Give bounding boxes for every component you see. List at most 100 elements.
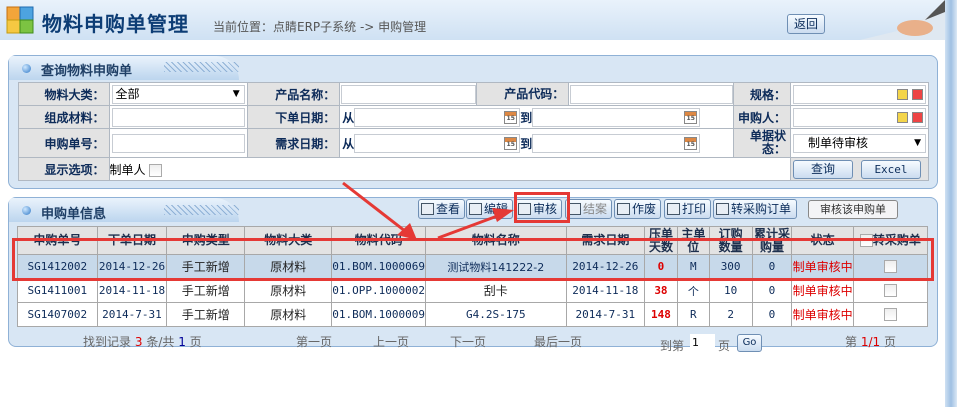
found-suffix: 页 [189, 335, 202, 349]
first-page-link[interactable]: 第一页 [296, 335, 333, 349]
prev-page-link[interactable]: 上一页 [373, 335, 410, 349]
product-code-input[interactable] [570, 84, 734, 104]
query-panel: 查询物料申购单 物料大类： 全部 ▼ 产品名称： 产品代码： 规格： 组成材料： … [8, 55, 938, 189]
requester-input[interactable] [793, 107, 926, 127]
page-title: 物料申购单管理 [42, 12, 189, 36]
print-icon [667, 203, 680, 215]
record-count: 找到记录 3 条/共 1 页 [83, 333, 202, 350]
toolbar-button-3[interactable]: 结案 [565, 199, 612, 219]
table-row[interactable]: SG1407002 2014-7-31 手工新增 原材料 01.BOM.1000009 G… [17, 302, 929, 327]
cell: 制单审核中 [791, 278, 854, 303]
goto-suffix: 页 [718, 339, 731, 353]
right-scroll-bar [945, 0, 957, 407]
record-count-value: 3 [134, 335, 143, 349]
cell: 0 [644, 254, 678, 279]
column-header-label: 累计采购量 [753, 226, 790, 254]
convert-cell [852, 302, 929, 327]
calendar-icon[interactable]: 15 [684, 110, 698, 124]
table-row[interactable]: SG1411001 2014-11-18 手工新增 原材料 01.OPP.1000002… [17, 278, 929, 303]
cell: 测试物料141222-2 [424, 254, 567, 279]
cell: 300 [708, 254, 753, 279]
row-checkbox[interactable] [883, 308, 897, 322]
convert-cell [852, 278, 929, 303]
cell: 2014-7-31 [96, 302, 168, 327]
toolbar-button-5[interactable]: 打印 [664, 199, 711, 219]
order-no-input[interactable] [111, 133, 245, 153]
cell: SG1407002 [17, 302, 98, 327]
page-header: 物料申购单管理 当前位置：点睛ERP子系统 -> 申购管理 返回 [0, 0, 945, 40]
row-checkbox[interactable] [883, 284, 897, 298]
page-current: 1/1 [860, 335, 881, 349]
creator-checkbox[interactable] [149, 163, 163, 177]
category-select[interactable]: 全部 ▼ [111, 84, 245, 104]
calendar-icon[interactable]: 15 [504, 110, 518, 124]
last-page-link[interactable]: 最后一页 [534, 335, 583, 349]
handshake-image [860, 0, 945, 40]
product-name-input[interactable] [341, 84, 477, 104]
cell: 制单审核中 [791, 302, 854, 327]
toolbar-button-4[interactable]: 作废 [614, 199, 661, 219]
go-button[interactable]: Go [737, 334, 762, 352]
select-icon[interactable] [897, 88, 908, 100]
excel-button[interactable]: Excel [861, 159, 921, 179]
cell: 手工新增 [166, 278, 246, 303]
toolbar-button-0[interactable]: 查看 [418, 199, 465, 219]
from-label: 从 [342, 110, 355, 125]
view-icon [421, 203, 434, 215]
query-form: 物料大类： 全部 ▼ 产品名称： 产品代码： 规格： 组成材料： 下单日期： 从 … [18, 82, 929, 181]
query-panel-title: 查询物料申购单 [41, 64, 133, 79]
decor-hatch [164, 62, 239, 72]
row-checkbox[interactable] [883, 260, 897, 274]
need-date-from-input[interactable]: 15 [354, 133, 521, 153]
to-label: 到 [520, 110, 533, 125]
product-name-label: 产品名称： [246, 82, 341, 106]
display-label: 显示选项： [18, 157, 110, 181]
decor-hatch [164, 205, 239, 215]
goto-prefix: 到第 [660, 339, 685, 353]
clear-icon[interactable] [912, 111, 923, 123]
toolbar-button-6[interactable]: 转采购订单 [713, 199, 797, 219]
need-date-to-input[interactable]: 15 [532, 133, 701, 153]
cell: 0 [751, 278, 793, 303]
cell: 2014-12-26 [565, 254, 646, 279]
approve-icon [518, 203, 531, 215]
cell: M [676, 254, 710, 279]
material-input[interactable] [111, 107, 245, 127]
cell: 01.BOM.1000069 [331, 254, 426, 279]
back-button[interactable]: 返回 [787, 14, 825, 34]
column-header-label: 主单位 [681, 226, 706, 254]
toolbar-button-2[interactable]: 审核 [515, 199, 562, 219]
calendar-icon[interactable]: 15 [504, 136, 518, 150]
select-icon[interactable] [897, 111, 908, 123]
product-code-label: 产品代码： [476, 83, 570, 105]
material-label: 组成材料： [18, 105, 110, 129]
breadcrumb: 当前位置：点睛ERP子系统 -> 申购管理 [213, 20, 427, 34]
found-prefix: 找到记录 [83, 335, 132, 349]
page-prefix: 第 [845, 335, 858, 349]
next-page-link[interactable]: 下一页 [450, 335, 487, 349]
search-button[interactable]: 查询 [793, 159, 853, 179]
cell: 148 [644, 302, 678, 327]
order-date-from-input[interactable]: 15 [354, 107, 521, 127]
convert-icon [716, 203, 729, 215]
order-no-label: 申购单号： [18, 128, 110, 158]
bullet-icon [22, 206, 31, 215]
status-select[interactable]: 制单待审核 ▼ [793, 133, 926, 153]
clear-icon[interactable] [912, 88, 923, 100]
cell: 38 [644, 278, 678, 303]
spec-label: 规格： [733, 82, 791, 106]
cell: 2 [708, 302, 753, 327]
page-indicator: 第 1/1 页 [845, 333, 896, 350]
chevron-down-icon: ▼ [232, 88, 240, 99]
cell: 手工新增 [166, 302, 246, 327]
calendar-icon[interactable]: 15 [684, 136, 698, 150]
cell: 2014-7-31 [565, 302, 646, 327]
order-date-to-input[interactable]: 15 [532, 107, 701, 127]
table-row[interactable]: SG1412002 2014-12-26 手工新增 原材料 01.BOM.1000069… [17, 254, 929, 279]
cell: 01.OPP.1000002 [331, 278, 426, 303]
toolbar-button-label: 结案 [583, 202, 608, 216]
category-value: 全部 [115, 86, 140, 101]
spec-input[interactable] [793, 84, 926, 104]
cell: 2014-11-18 [565, 278, 646, 303]
goto-page-input[interactable]: 1 [690, 334, 715, 353]
